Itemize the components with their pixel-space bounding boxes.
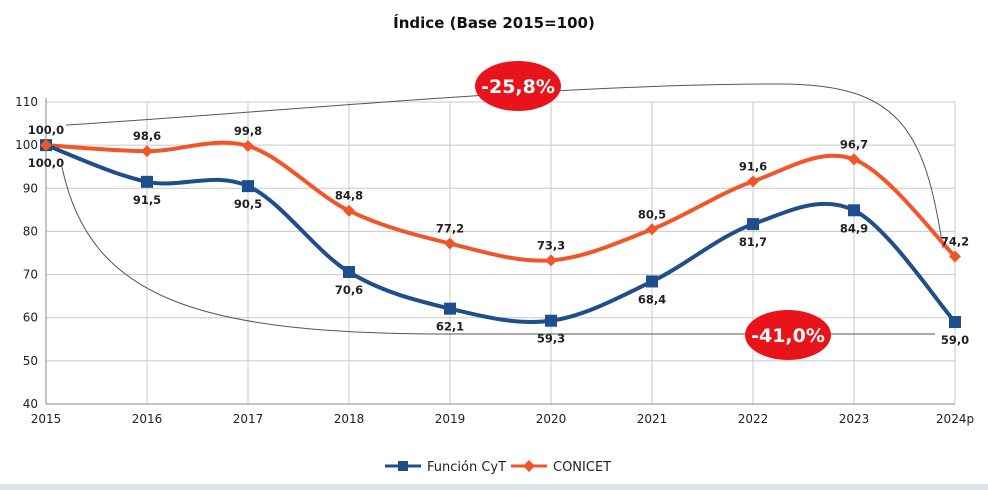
x-tick-label: 2024p xyxy=(936,412,974,426)
data-label-funcion-cyt: 90,5 xyxy=(234,197,262,211)
data-point-funcion-cyt xyxy=(343,265,355,278)
data-point-conicet xyxy=(646,223,658,236)
data-label-conicet: 80,5 xyxy=(638,207,666,221)
data-point-conicet xyxy=(949,250,961,263)
y-tick-label: 60 xyxy=(23,311,38,325)
legend-marker xyxy=(523,460,535,472)
data-point-conicet xyxy=(40,139,52,152)
data-label-conicet: 73,3 xyxy=(537,238,565,252)
annotation-badge xyxy=(745,310,831,360)
x-tick-label: 2020 xyxy=(536,412,567,426)
data-label-funcion-cyt: 84,9 xyxy=(840,221,868,235)
data-point-conicet xyxy=(848,153,860,166)
annotation-badge xyxy=(475,61,561,111)
data-label-conicet: 100,0 xyxy=(28,123,64,137)
data-point-funcion-cyt xyxy=(747,218,759,231)
data-point-funcion-cyt xyxy=(141,175,153,188)
y-tick-label: 40 xyxy=(23,397,38,411)
data-point-funcion-cyt xyxy=(949,316,961,329)
x-tick-label: 2019 xyxy=(435,412,466,426)
y-tick-label: 50 xyxy=(23,354,38,368)
data-label-conicet: 77,2 xyxy=(436,222,464,236)
data-point-funcion-cyt xyxy=(444,302,456,315)
x-tick-label: 2017 xyxy=(233,412,264,426)
data-label-conicet: 84,8 xyxy=(335,189,363,203)
legend-label: CONICET xyxy=(553,460,611,475)
chart-title: Índice (Base 2015=100) xyxy=(393,14,595,32)
annotation-text: -25,8% xyxy=(481,76,555,98)
data-point-funcion-cyt xyxy=(242,180,254,193)
legend-marker xyxy=(398,461,408,471)
data-point-conicet xyxy=(545,254,557,267)
data-label-conicet: 74,2 xyxy=(941,234,969,248)
data-point-conicet xyxy=(747,175,759,188)
data-point-conicet xyxy=(242,140,254,153)
x-tick-label: 2016 xyxy=(132,412,163,426)
data-point-funcion-cyt xyxy=(646,275,658,288)
y-tick-label: 110 xyxy=(15,95,38,109)
data-label-conicet: 96,7 xyxy=(840,137,868,151)
data-label-conicet: 98,6 xyxy=(133,129,161,143)
data-label-funcion-cyt: 62,1 xyxy=(436,320,464,334)
data-point-funcion-cyt xyxy=(848,204,860,217)
x-tick-label: 2022 xyxy=(738,412,769,426)
data-label-conicet: 99,8 xyxy=(234,124,262,138)
data-label-funcion-cyt: 100,0 xyxy=(28,156,64,170)
x-tick-label: 2018 xyxy=(334,412,365,426)
annotation-bracket-conicet xyxy=(65,83,944,249)
data-point-conicet xyxy=(343,204,355,217)
data-point-conicet xyxy=(444,237,456,250)
data-label-funcion-cyt: 59,0 xyxy=(941,333,969,347)
y-tick-label: 90 xyxy=(23,181,38,195)
data-label-funcion-cyt: 70,6 xyxy=(335,283,363,297)
y-tick-label: 70 xyxy=(23,268,38,282)
x-tick-label: 2015 xyxy=(31,412,62,426)
data-label-funcion-cyt: 91,5 xyxy=(133,193,161,207)
x-tick-label: 2021 xyxy=(637,412,668,426)
series-line-conicet xyxy=(45,140,957,263)
bottom-divider xyxy=(0,484,988,490)
y-tick-label: 100 xyxy=(15,138,38,152)
y-tick-label: 80 xyxy=(23,224,38,238)
annotation-bracket-funcion-cyt xyxy=(61,167,935,335)
data-label-funcion-cyt: 68,4 xyxy=(638,292,666,306)
annotation-text: -41,0% xyxy=(751,325,825,347)
x-tick-label: 2023 xyxy=(839,412,870,426)
data-point-funcion-cyt xyxy=(545,314,557,327)
legend-label: Función CyT xyxy=(427,460,506,475)
data-point-conicet xyxy=(141,145,153,158)
data-label-funcion-cyt: 59,3 xyxy=(537,332,565,346)
data-label-conicet: 91,6 xyxy=(739,159,767,173)
series-line-funcion-cyt xyxy=(45,143,957,324)
data-label-funcion-cyt: 81,7 xyxy=(739,235,767,249)
